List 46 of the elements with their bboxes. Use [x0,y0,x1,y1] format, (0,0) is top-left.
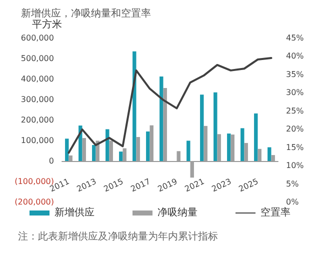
bar [65,138,69,161]
y2-tick-label: 5% [286,179,300,188]
y-tick-label: 200,000 [20,116,54,124]
bar [106,129,110,161]
y2-tick-label: 10% [286,161,304,170]
bar [254,113,258,161]
y-tick-label: 300,000 [20,95,54,104]
y-tick-label: 400,000 [20,74,54,84]
y-tick-label: 0 [48,156,54,166]
y-tick-label: 600,000 [20,34,54,42]
x-tick-label: 2019 [156,176,179,194]
bar [186,140,190,161]
y2-tick-label: 35% [286,70,304,79]
x-tick-label: 2023 [210,176,233,194]
x-tick-label: 2025 [237,176,260,194]
y-tick-label: (200,000) [14,198,54,206]
text: 注：此表新增供应及净吸纳量为年内累计指标 [18,230,218,242]
x-tick-label: 2017 [129,176,152,194]
bar [132,51,136,161]
x-tick-label: 2013 [75,176,98,194]
y-tick-label: 500,000 [20,54,54,63]
legend-label: 净吸纳量 [158,206,198,218]
y2-tick-label: 25% [286,106,304,116]
y2-tick-label: 45% [286,34,304,42]
bar [146,131,150,161]
line-series [68,57,272,154]
y-tick-label: 100,000 [20,136,54,145]
bar [227,134,231,161]
bar [240,128,244,161]
bar [119,152,123,161]
bar [92,145,96,161]
bar [200,94,204,161]
x-tick-label: 2021 [183,176,206,194]
bar [160,76,164,161]
y2-tick-label: 20% [286,124,304,134]
bar [214,92,218,161]
y2-tick-label: 30% [286,88,304,98]
bar [268,147,272,161]
legend-label: 空置率 [260,206,290,218]
y-axis-title: 平方米 [32,18,62,30]
y2-tick-label: 0% [286,198,300,206]
chart-title: 新增供应，净吸纳量和空置率 [21,8,151,20]
legend-label: 新增供应 [54,206,94,218]
y2-tick-label: 15% [286,142,304,152]
x-tick-label: 2015 [102,176,125,194]
y2-tick-label: 40% [286,52,304,61]
